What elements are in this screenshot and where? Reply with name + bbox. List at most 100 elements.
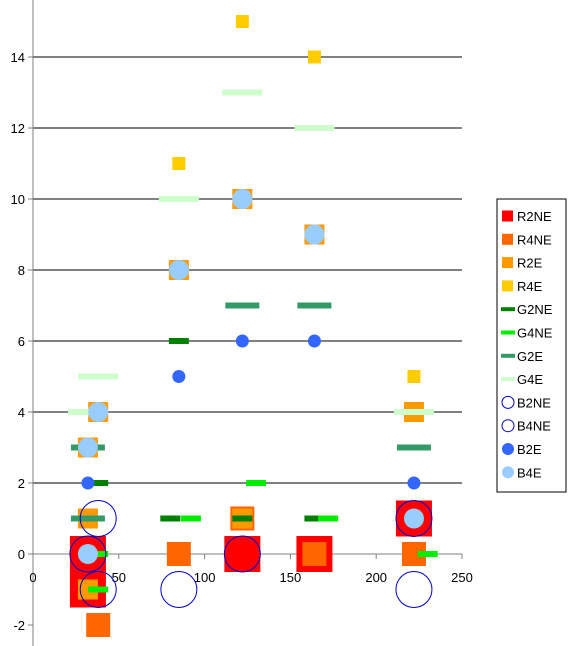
legend-label: B2NE — [517, 395, 551, 410]
x-tick-labels: 0 50 100 150 200 250 — [29, 570, 472, 585]
y-tick-label: -2 — [13, 618, 25, 633]
legend-item-b2ne: B2NE — [501, 395, 551, 410]
b4e-point — [232, 189, 253, 209]
y-tick-label: 8 — [18, 263, 25, 278]
b2e-point — [407, 476, 421, 490]
legend-swatch — [501, 353, 515, 358]
legend-item-r2ne: R2NE — [502, 209, 552, 224]
legend-label: R4E — [517, 279, 543, 294]
legend-swatch — [502, 257, 513, 269]
g4e-point — [158, 196, 199, 202]
g4ne-point — [246, 480, 267, 486]
legend-label: R2NE — [517, 209, 552, 224]
series-b4e — [77, 189, 424, 564]
legend-label: G2E — [517, 349, 543, 364]
legend-swatch — [501, 330, 515, 335]
legend-swatch — [502, 280, 513, 292]
b4ne-point — [79, 500, 117, 537]
g4e-point — [222, 89, 263, 96]
series-g4ne — [88, 480, 438, 593]
g2e-point — [225, 302, 260, 309]
legend-swatch — [501, 377, 515, 382]
g4e-point — [78, 373, 119, 380]
legend-swatch — [502, 443, 514, 455]
legend-label: B4NE — [517, 419, 551, 434]
g4ne-point — [417, 551, 438, 557]
legend-item-r4ne: R4NE — [502, 232, 552, 247]
y-tick-label: 4 — [18, 405, 25, 420]
g4ne-point — [180, 515, 201, 522]
g2ne-point — [232, 515, 253, 522]
y-tick-label: 2 — [18, 476, 25, 491]
legend-swatch — [501, 307, 515, 312]
legend-label: G4E — [517, 372, 543, 387]
y-tick-label: 10 — [11, 192, 25, 207]
r2ne-point — [224, 536, 261, 572]
b4e-point — [403, 508, 424, 529]
y-tick-label: 6 — [18, 334, 25, 349]
x-tick-label: 0 — [29, 570, 36, 585]
y-tick-label: 0 — [18, 547, 25, 562]
legend-item-g4ne: G4NE — [501, 326, 553, 341]
b2ne-point — [160, 571, 198, 608]
y-tick-label: 12 — [11, 121, 25, 136]
plot-area — [67, 15, 438, 637]
r4e-point — [172, 157, 186, 170]
legend-label: G4NE — [517, 326, 553, 341]
r4e-point — [235, 15, 249, 28]
legend-swatch — [502, 233, 513, 245]
b2e-point — [172, 370, 186, 383]
g2e-point — [70, 515, 105, 522]
g2ne-point — [168, 338, 189, 344]
g2ne-point — [304, 515, 325, 522]
r4ne-point — [86, 613, 111, 637]
b2ne-point — [69, 535, 107, 573]
b4e-point — [168, 260, 189, 280]
g4ne-point — [88, 551, 109, 557]
b2e-point — [235, 334, 249, 348]
b2e-point — [307, 334, 321, 348]
series-b2ne — [69, 535, 433, 608]
g2ne-point — [88, 480, 109, 486]
legend-label: B2E — [517, 442, 542, 457]
x-tick-label: 250 — [451, 570, 473, 585]
legend-item-b4ne: B4NE — [501, 419, 551, 434]
series-g4e — [67, 89, 434, 415]
series-r4e — [172, 15, 421, 383]
g4e-point — [67, 409, 108, 415]
x-tick-label: 200 — [365, 570, 387, 585]
b4e-point — [77, 544, 98, 564]
legend-item-g2ne: G2NE — [501, 302, 553, 317]
legend-swatch — [501, 395, 515, 409]
x-tick-label: 100 — [194, 570, 216, 585]
b4e-point — [88, 402, 109, 422]
g2e-point — [297, 302, 332, 309]
series-r2ne — [69, 500, 432, 608]
legend: R2NE R4NE R2E R4E G2NE G4NE G2E G4E B2NE B4NE B2E B… — [496, 198, 567, 493]
r2e-point — [77, 579, 98, 600]
legend-items: R2NE R4NE R2E R4E G2NE G4NE G2E G4E B2NE B4NE B2E B… — [501, 209, 553, 480]
b4e-point — [77, 437, 98, 458]
r4ne-point — [166, 542, 191, 566]
b4ne-point — [79, 571, 117, 608]
legend-item-b2e: B2E — [502, 442, 542, 457]
x-tick-label: 150 — [280, 570, 302, 585]
legend-item-g4e: G4E — [501, 372, 543, 387]
b4ne-point — [223, 535, 261, 573]
x-tick-label: 50 — [112, 570, 126, 585]
g4e-point — [294, 125, 335, 131]
legend-swatch — [501, 419, 515, 433]
g2ne-point — [160, 515, 181, 522]
r4e-point — [407, 370, 421, 383]
legend-item-b4e: B4E — [502, 465, 542, 480]
legend-swatch — [502, 210, 513, 222]
b2e-point — [81, 476, 95, 490]
g4ne-point — [88, 586, 109, 593]
y-tick-labels: -2 0 2 4 6 8 10 12 14 — [11, 50, 25, 633]
legend-label: B4E — [517, 465, 542, 480]
legend-label: G2NE — [517, 302, 553, 317]
series-g2ne — [88, 338, 424, 522]
legend-label: R4NE — [517, 232, 552, 247]
r4ne-point — [302, 542, 327, 566]
